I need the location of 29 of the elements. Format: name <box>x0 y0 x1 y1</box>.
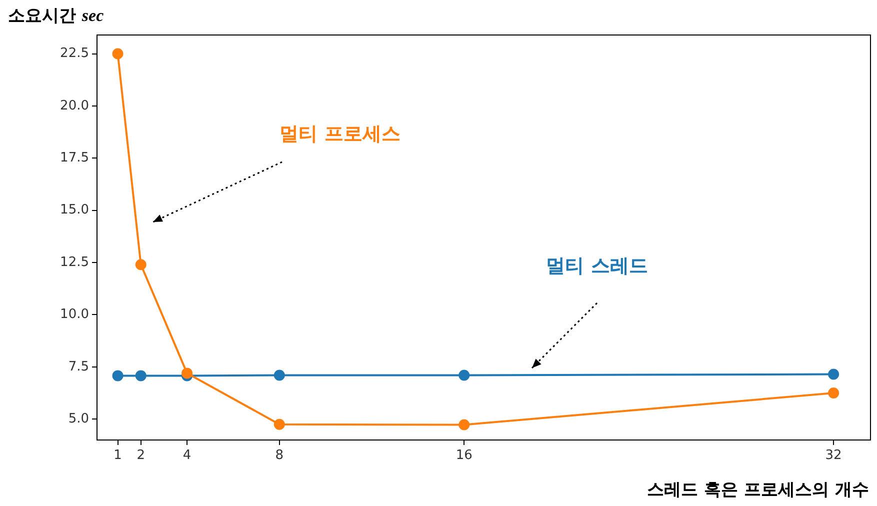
x-tick-label: 8 <box>275 448 284 464</box>
y-tick-label: 5.0 <box>68 412 89 426</box>
y-axis-title: 소요시간 sec <box>8 5 104 27</box>
y-tick-label: 10.0 <box>60 307 89 322</box>
y-tick-label: 22.5 <box>60 46 89 62</box>
x-tick-label: 32 <box>825 448 842 464</box>
x-tick-label: 1 <box>114 448 122 464</box>
point <box>112 370 124 382</box>
x-tick-label: 4 <box>182 448 192 464</box>
point <box>274 418 285 430</box>
point <box>828 368 840 380</box>
annotation: 멀티 프로세스 <box>280 122 400 145</box>
x-tick-label: 2 <box>136 448 146 464</box>
annotation: 멀티 스레드 <box>546 254 648 277</box>
point <box>135 259 146 270</box>
point <box>112 48 124 60</box>
point <box>458 370 470 381</box>
x-tick-label: 16 <box>456 448 472 464</box>
point <box>458 419 470 430</box>
y-tick-label: 17.5 <box>60 150 89 166</box>
point <box>274 370 285 381</box>
y-tick-label: 7.5 <box>68 359 89 374</box>
x-axis-title: 스레드 혹은 프로세스의 개수 <box>647 479 869 501</box>
y-tick-label: 12.5 <box>60 254 89 270</box>
y-tick-label: 15.0 <box>60 202 89 218</box>
point <box>135 370 146 382</box>
point <box>182 368 193 379</box>
point <box>828 388 840 399</box>
y-tick-label: 20.0 <box>60 98 89 114</box>
